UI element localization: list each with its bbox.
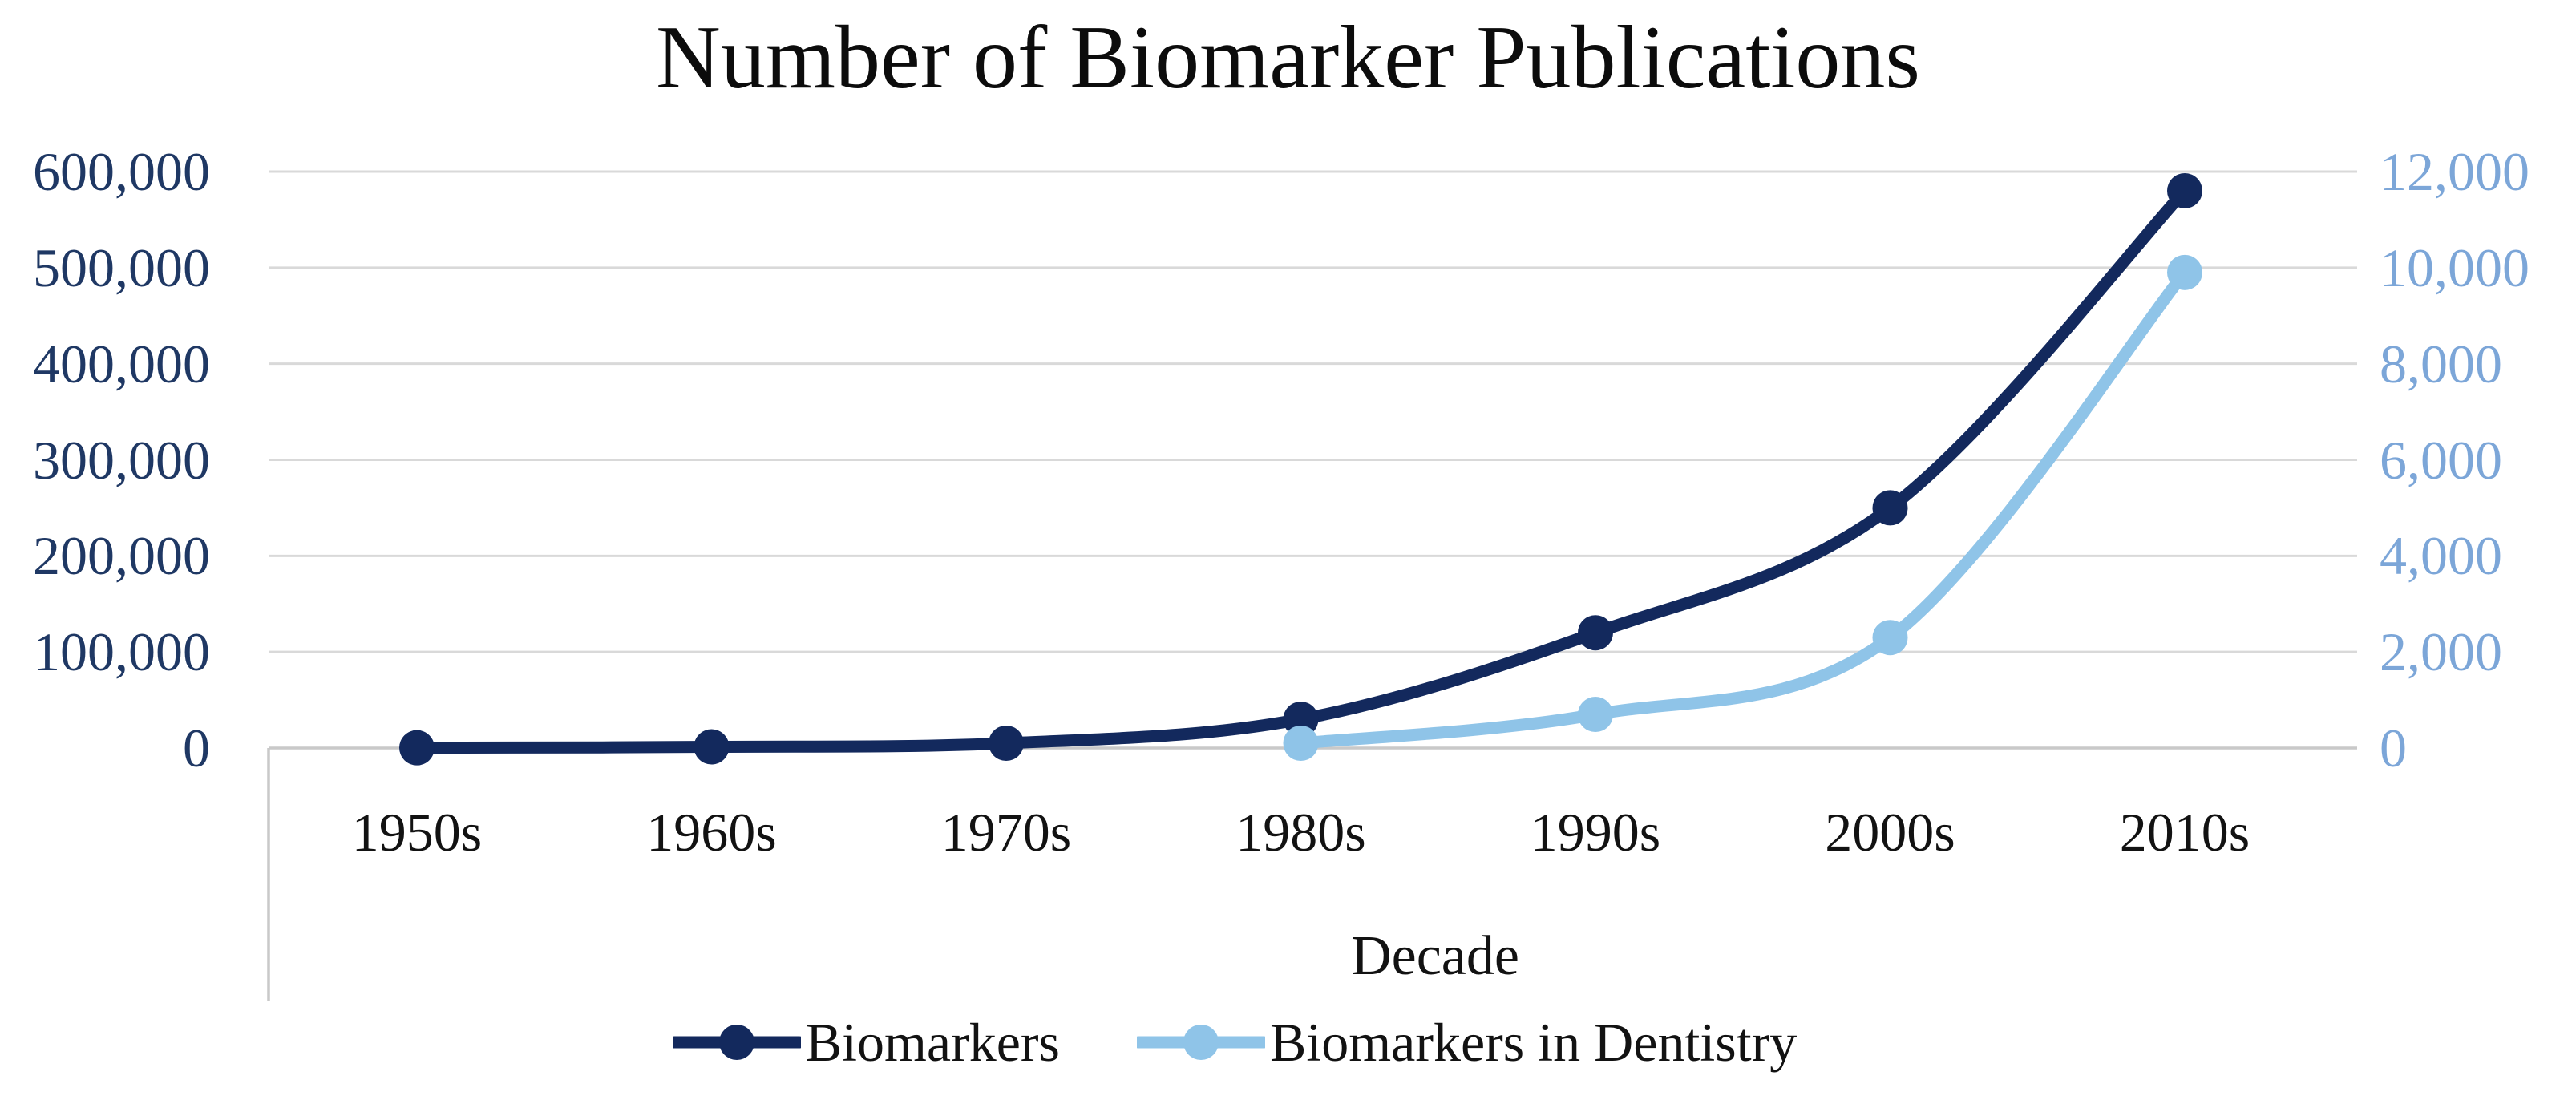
legend-item: Biomarkers in Dentistry bbox=[1137, 1013, 1797, 1071]
legend-label: Biomarkers bbox=[805, 1012, 1061, 1073]
y-left-tick-label: 300,000 bbox=[33, 429, 210, 491]
legend-marker-icon bbox=[672, 1025, 801, 1060]
y-left-tick-label: 200,000 bbox=[33, 525, 210, 587]
x-axis-category-label: 1950s bbox=[351, 802, 483, 863]
y-right-tick-label: 8,000 bbox=[2380, 333, 2502, 394]
x-axis-category-label: 1990s bbox=[1530, 802, 1661, 863]
x-axis-category-label: 2010s bbox=[2119, 802, 2250, 863]
y-right-tick-label: 12,000 bbox=[2380, 141, 2529, 203]
legend-item: Biomarkers bbox=[672, 1012, 1061, 1073]
x-axis-title: Decade bbox=[1351, 925, 1519, 987]
series-marker-biomarkers-in-dentistry bbox=[1578, 697, 1613, 733]
y-right-tick-label: 2,000 bbox=[2380, 621, 2502, 683]
y-left-tick-label: 400,000 bbox=[33, 333, 210, 394]
x-axis-category-label: 1960s bbox=[646, 802, 777, 863]
y-left-tick-label: 0 bbox=[183, 718, 210, 779]
chart-legend: Biomarkers Biomarkers in Dentistry bbox=[0, 1004, 2469, 1081]
series-marker-biomarkers bbox=[1578, 615, 1613, 651]
series-marker-biomarkers-in-dentistry bbox=[2167, 254, 2202, 290]
legend-marker-icon bbox=[1137, 1025, 1266, 1060]
y-right-tick-label: 10,000 bbox=[2380, 237, 2529, 298]
x-axis-category-label: 1970s bbox=[940, 802, 1072, 863]
series-marker-biomarkers bbox=[399, 730, 435, 766]
x-axis-category-label: 1980s bbox=[1235, 802, 1366, 863]
y-left-tick-label: 600,000 bbox=[33, 141, 210, 203]
y-left-tick-label: 500,000 bbox=[33, 237, 210, 298]
series-line-biomarkers bbox=[410, 184, 2191, 754]
series-marker-biomarkers-in-dentistry bbox=[1872, 620, 1908, 656]
y-right-tick-label: 4,000 bbox=[2380, 525, 2502, 587]
series-marker-biomarkers bbox=[2167, 172, 2202, 208]
series-marker-biomarkers-in-dentistry bbox=[1283, 726, 1319, 762]
chart-title: Number of Biomarker Publications bbox=[655, 8, 1921, 107]
y-left-tick-label: 100,000 bbox=[33, 621, 210, 683]
series-marker-biomarkers bbox=[989, 726, 1024, 762]
series-marker-biomarkers bbox=[1872, 490, 1908, 526]
series-marker-biomarkers bbox=[694, 729, 730, 765]
x-axis-category-label: 2000s bbox=[1825, 802, 1955, 863]
series-line-biomarkers-in-dentistry bbox=[1295, 266, 2191, 750]
y-right-tick-label: 0 bbox=[2380, 718, 2407, 779]
y-right-tick-label: 6,000 bbox=[2380, 429, 2502, 491]
legend-label: Biomarkers in Dentistry bbox=[1270, 1012, 1798, 1073]
